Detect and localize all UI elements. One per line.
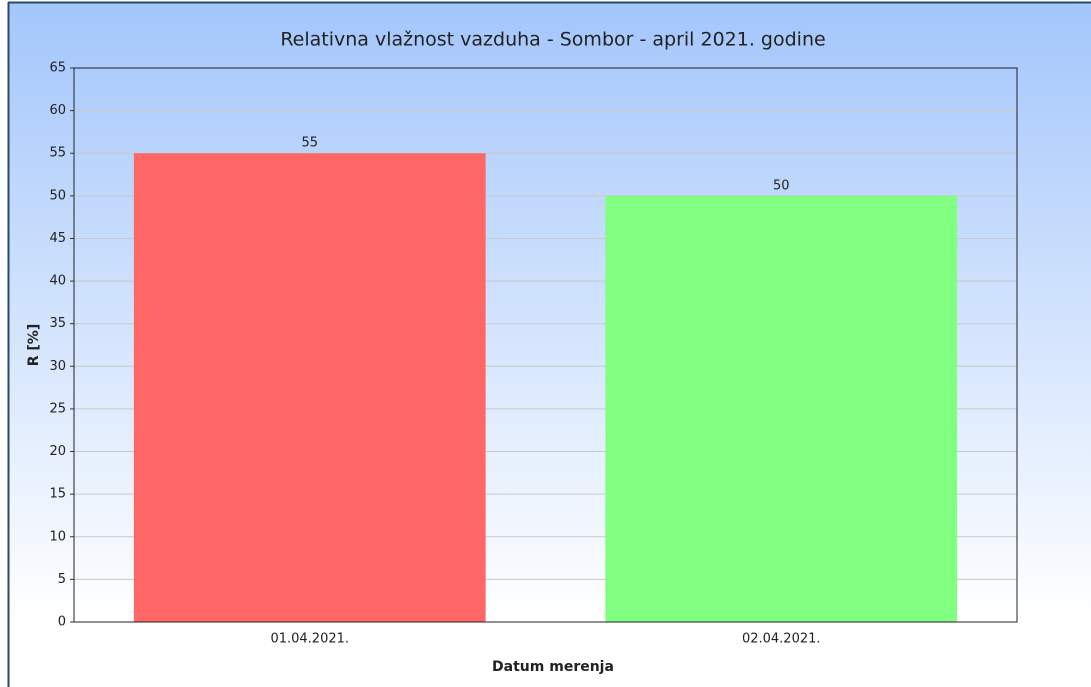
y-tick-label: 40 xyxy=(49,274,66,289)
chart-title: Relativna vlažnost vazduha - Sombor - ap… xyxy=(280,29,825,51)
y-tick-label: 20 xyxy=(49,444,66,459)
x-tick-label: 01.04.2021. xyxy=(270,632,349,647)
y-tick-label: 65 xyxy=(49,61,66,76)
y-tick-label: 50 xyxy=(49,188,66,203)
y-tick-label: 5 xyxy=(58,572,66,587)
y-tick-label: 25 xyxy=(49,401,66,416)
y-tick-label: 60 xyxy=(49,103,66,118)
x-tick-label: 02.04.2021. xyxy=(742,632,821,647)
y-tick-label: 10 xyxy=(49,529,66,544)
y-axis-label: R [%] xyxy=(26,324,42,366)
y-tick-label: 15 xyxy=(49,487,66,502)
x-axis-label: Datum merenja xyxy=(492,659,614,675)
plot-border xyxy=(73,67,1018,623)
y-tick-label: 35 xyxy=(49,316,66,331)
y-tick-label: 45 xyxy=(49,231,66,246)
y-tick-label: 30 xyxy=(49,359,66,374)
bar xyxy=(605,195,958,622)
y-tick-label: 55 xyxy=(49,146,66,161)
data-label: 50 xyxy=(773,178,790,193)
bar xyxy=(133,153,486,622)
data-label: 55 xyxy=(301,136,318,151)
y-tick-label: 0 xyxy=(58,615,66,630)
